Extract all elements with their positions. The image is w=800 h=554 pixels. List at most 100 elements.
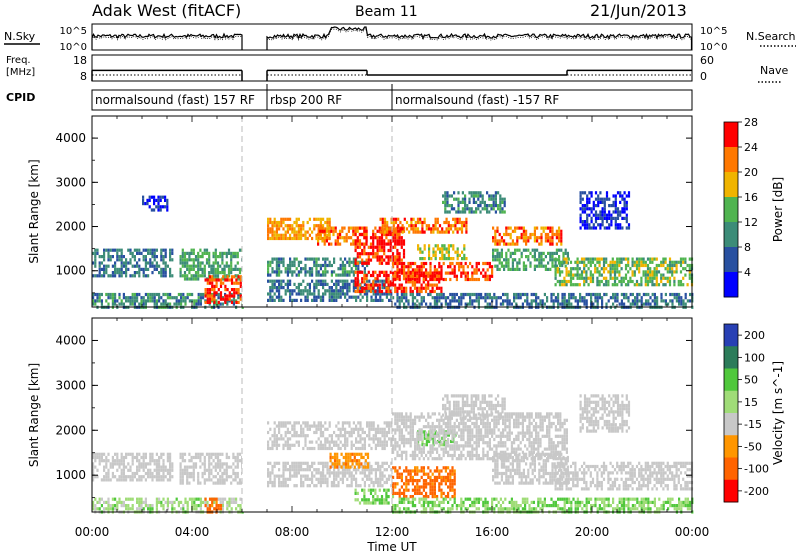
echo-cell bbox=[186, 468, 189, 472]
echo-cell bbox=[297, 434, 300, 438]
echo-cell bbox=[120, 258, 123, 262]
echo-cell bbox=[504, 299, 507, 303]
echo-cell bbox=[407, 268, 410, 272]
echo-cell bbox=[357, 430, 360, 435]
echo-cell bbox=[197, 258, 200, 262]
echo-cell bbox=[420, 268, 423, 272]
echo-cell bbox=[412, 224, 415, 228]
echo-cell bbox=[522, 226, 525, 230]
echo-cell bbox=[671, 263, 674, 268]
echo-cell bbox=[574, 260, 577, 264]
echo-cell bbox=[127, 507, 130, 511]
echo-cell bbox=[635, 263, 639, 268]
echo-cell bbox=[319, 484, 322, 488]
echo-cell bbox=[302, 220, 305, 225]
echo-cell bbox=[614, 216, 617, 220]
echo-cell bbox=[441, 247, 444, 251]
echo-cell bbox=[271, 230, 274, 234]
echo-cell bbox=[657, 263, 661, 268]
echo-cell bbox=[400, 299, 403, 303]
echo-cell bbox=[286, 217, 289, 221]
echo-cell bbox=[297, 289, 300, 293]
echo-cell bbox=[358, 226, 362, 230]
echo-cell bbox=[286, 224, 289, 228]
echo-cell bbox=[269, 295, 272, 299]
echo-cell bbox=[284, 434, 287, 438]
echo-cell bbox=[326, 220, 329, 225]
echo-cell bbox=[193, 302, 196, 306]
echo-cell bbox=[616, 276, 619, 280]
echo-cell bbox=[330, 434, 333, 438]
echo-cell bbox=[212, 475, 215, 479]
echo-cell bbox=[118, 258, 121, 262]
echo-cell bbox=[354, 242, 357, 246]
echo-cell bbox=[206, 288, 209, 292]
echo-cell bbox=[538, 261, 541, 265]
echo-cell bbox=[549, 242, 552, 246]
echo-cell bbox=[370, 295, 373, 299]
echo-cell bbox=[565, 270, 568, 274]
echo-cell bbox=[398, 488, 401, 492]
echo-cell bbox=[365, 501, 368, 505]
echo-cell bbox=[293, 236, 296, 241]
echo-cell bbox=[306, 474, 309, 478]
echo-cell bbox=[509, 267, 512, 271]
echo-cell bbox=[378, 242, 381, 246]
echo-cell bbox=[355, 424, 358, 428]
echo-cell bbox=[607, 263, 610, 268]
echo-cell bbox=[583, 204, 587, 208]
echo-cell bbox=[225, 471, 228, 476]
echo-cell bbox=[505, 261, 508, 265]
echo-cell bbox=[144, 258, 147, 262]
echo-cell bbox=[144, 292, 147, 297]
echo-cell bbox=[463, 257, 466, 261]
echo-cell bbox=[349, 459, 352, 463]
echo-cell bbox=[295, 233, 298, 237]
echo-cell bbox=[422, 482, 425, 486]
echo-cell bbox=[295, 224, 298, 228]
echo-cell bbox=[589, 276, 592, 280]
echo-cell bbox=[324, 443, 327, 447]
echo-cell bbox=[457, 191, 460, 195]
echo-cell bbox=[657, 283, 661, 287]
echo-cell bbox=[336, 465, 339, 469]
echo-cell bbox=[405, 482, 408, 486]
echo-cell bbox=[429, 488, 432, 492]
echo-cell bbox=[193, 299, 196, 303]
echo-cell bbox=[157, 202, 160, 206]
echo-cell bbox=[646, 267, 650, 271]
echo-cell bbox=[278, 424, 281, 428]
echo-cell bbox=[361, 488, 364, 492]
echo-cell bbox=[147, 475, 150, 479]
echo-cell bbox=[293, 471, 296, 475]
echo-cell bbox=[386, 220, 389, 225]
echo-cell bbox=[518, 248, 521, 252]
echo-cell bbox=[118, 497, 121, 501]
echo-cell bbox=[414, 271, 417, 275]
echo-cell bbox=[169, 274, 172, 278]
echo-cell bbox=[289, 446, 292, 451]
echo-cell bbox=[147, 507, 150, 511]
echo-cell bbox=[322, 292, 325, 296]
echo-cell bbox=[98, 267, 101, 271]
echo-cell bbox=[354, 498, 357, 502]
echo-cell bbox=[616, 260, 619, 264]
echo-cell bbox=[197, 478, 200, 482]
echo-cell bbox=[554, 276, 557, 280]
echo-cell bbox=[409, 277, 412, 282]
echo-cell bbox=[461, 200, 464, 204]
echo-cell bbox=[138, 497, 141, 501]
echo-cell bbox=[441, 250, 444, 254]
echo-cell bbox=[226, 288, 229, 292]
echo-cell bbox=[98, 455, 101, 460]
echo-cell bbox=[447, 271, 450, 275]
echo-cell bbox=[444, 194, 447, 198]
echo-cell bbox=[151, 248, 154, 252]
echo-cell bbox=[313, 474, 316, 478]
echo-cell bbox=[225, 478, 228, 482]
beam-label: Beam 11 bbox=[355, 4, 418, 20]
echo-cell bbox=[541, 302, 544, 306]
echo-cell bbox=[562, 251, 565, 255]
echo-cell bbox=[608, 197, 611, 201]
echo-cell bbox=[328, 242, 331, 246]
